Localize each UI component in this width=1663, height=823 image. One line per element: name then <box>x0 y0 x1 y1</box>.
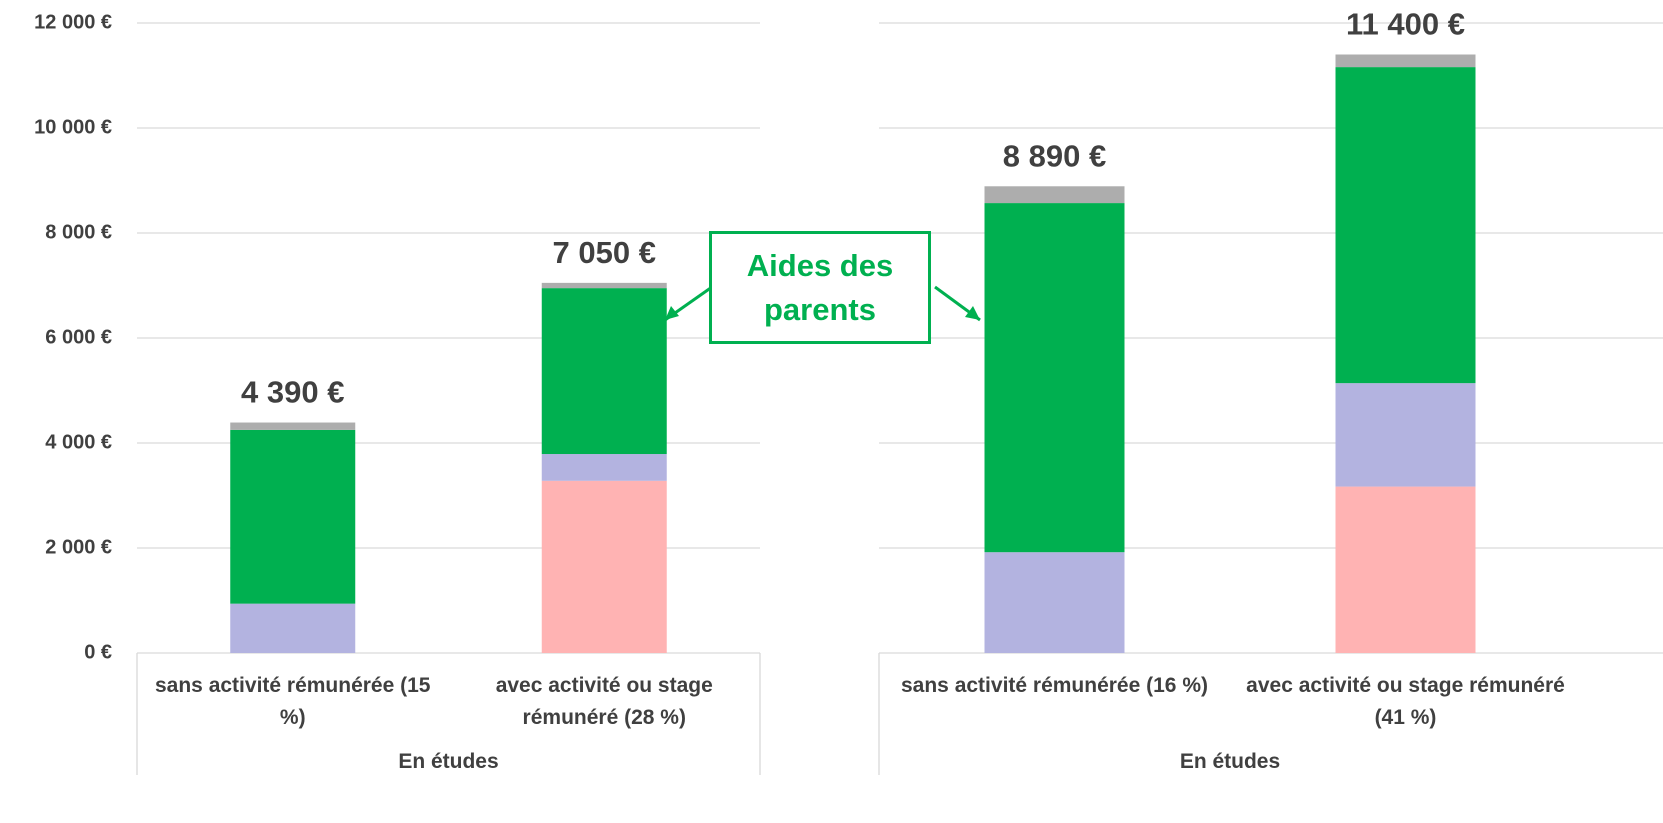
total-label: 11 400 € <box>1346 7 1465 42</box>
x-tick-label: avec activité ou stage rémunéré (41 %) <box>1246 674 1565 729</box>
total-label: 4 390 € <box>241 375 344 410</box>
annotation-arrowhead <box>665 306 679 320</box>
group-label: En études <box>1179 750 1281 773</box>
annotation-arrowhead <box>965 306 980 320</box>
bar-segment <box>1335 486 1476 653</box>
y-tick-label: 8 000 € <box>45 221 112 243</box>
bar-segment <box>230 603 356 653</box>
y-tick-label: 2 000 € <box>45 536 112 558</box>
total-label: 7 050 € <box>553 235 656 270</box>
total-label: 8 890 € <box>1003 138 1106 173</box>
bar-segment <box>1335 383 1476 487</box>
bar-segment <box>541 454 667 481</box>
x-tick-label: sans activité rémunérée (15 %) <box>155 674 431 729</box>
x-tick-label: sans activité rémunérée (16 %) <box>901 674 1208 697</box>
bar-segment <box>984 203 1125 553</box>
bar-segment <box>1335 54 1476 68</box>
bar-segment <box>230 422 356 430</box>
annotation: Aides des parents <box>709 231 931 344</box>
bar-segment <box>984 552 1125 653</box>
y-tick-label: 6 000 € <box>45 326 112 348</box>
bar-segment <box>984 186 1125 204</box>
y-tick-label: 4 000 € <box>45 431 112 453</box>
bar-segment <box>1335 67 1476 384</box>
x-tick-label: avec activité ou stage rémunéré (28 %) <box>495 674 713 729</box>
y-tick-label: 0 € <box>84 641 112 663</box>
y-tick-label: 12 000 € <box>34 11 112 33</box>
bar-segment <box>541 288 667 455</box>
bar-segment <box>541 480 667 653</box>
y-tick-label: 10 000 € <box>34 116 112 138</box>
bar-segment <box>230 429 356 604</box>
bar-segment <box>541 282 667 289</box>
group-label: En études <box>398 750 499 773</box>
